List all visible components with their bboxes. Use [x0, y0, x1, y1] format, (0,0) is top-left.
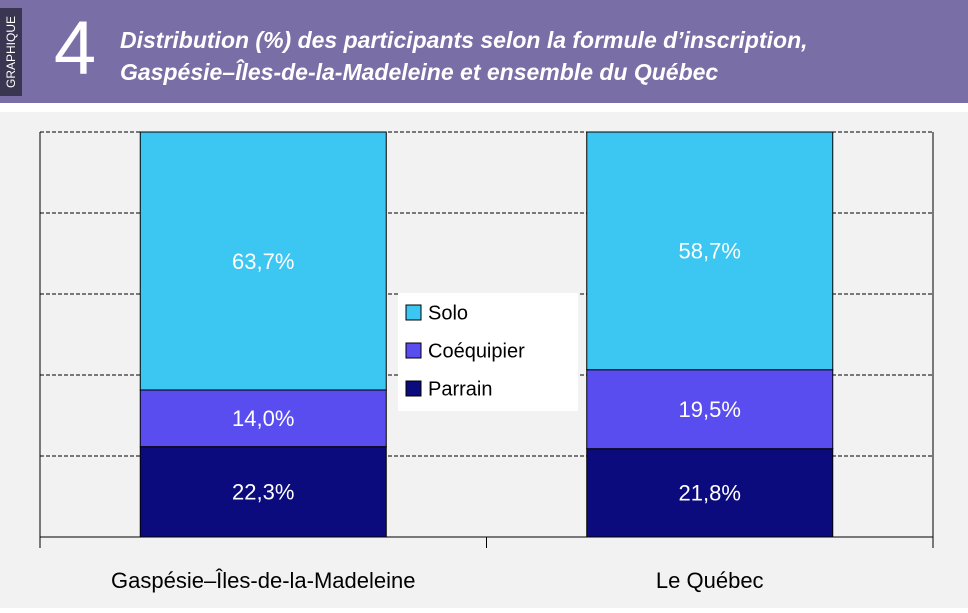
bar-segment [139, 389, 387, 448]
legend-swatch [405, 342, 422, 359]
chart-title: Gaspésie–Îles-de-la-Madeleine et ensembl… [120, 58, 718, 85]
legend-swatch [405, 380, 422, 397]
legend-label: Parrain [428, 378, 492, 400]
bar-segment [586, 131, 834, 371]
data-label: 22,3% [232, 480, 294, 505]
x-tick-label: Le Québec [656, 568, 764, 593]
data-label: 19,5% [679, 397, 741, 422]
legend-label: Coéquipier [428, 340, 525, 362]
bar-segment [586, 448, 834, 538]
header-label-box [0, 8, 22, 96]
chart-title: Distribution (%) des participants selon … [120, 27, 808, 53]
data-label: 63,7% [232, 249, 294, 274]
data-label: 58,7% [679, 239, 741, 264]
bar-segment [139, 131, 387, 391]
legend-box [398, 293, 578, 411]
bar-segment [139, 446, 387, 538]
data-label: 21,8% [679, 481, 741, 506]
legend-label: Solo [428, 302, 468, 324]
header-number: 4 [54, 6, 96, 91]
data-label: 14,0% [232, 406, 294, 431]
x-tick-label: Gaspésie–Îles-de-la-Madeleine [111, 568, 416, 593]
header-band [0, 0, 968, 103]
legend-swatch [405, 304, 422, 321]
header-label: GRAPHIQUE [4, 16, 18, 88]
